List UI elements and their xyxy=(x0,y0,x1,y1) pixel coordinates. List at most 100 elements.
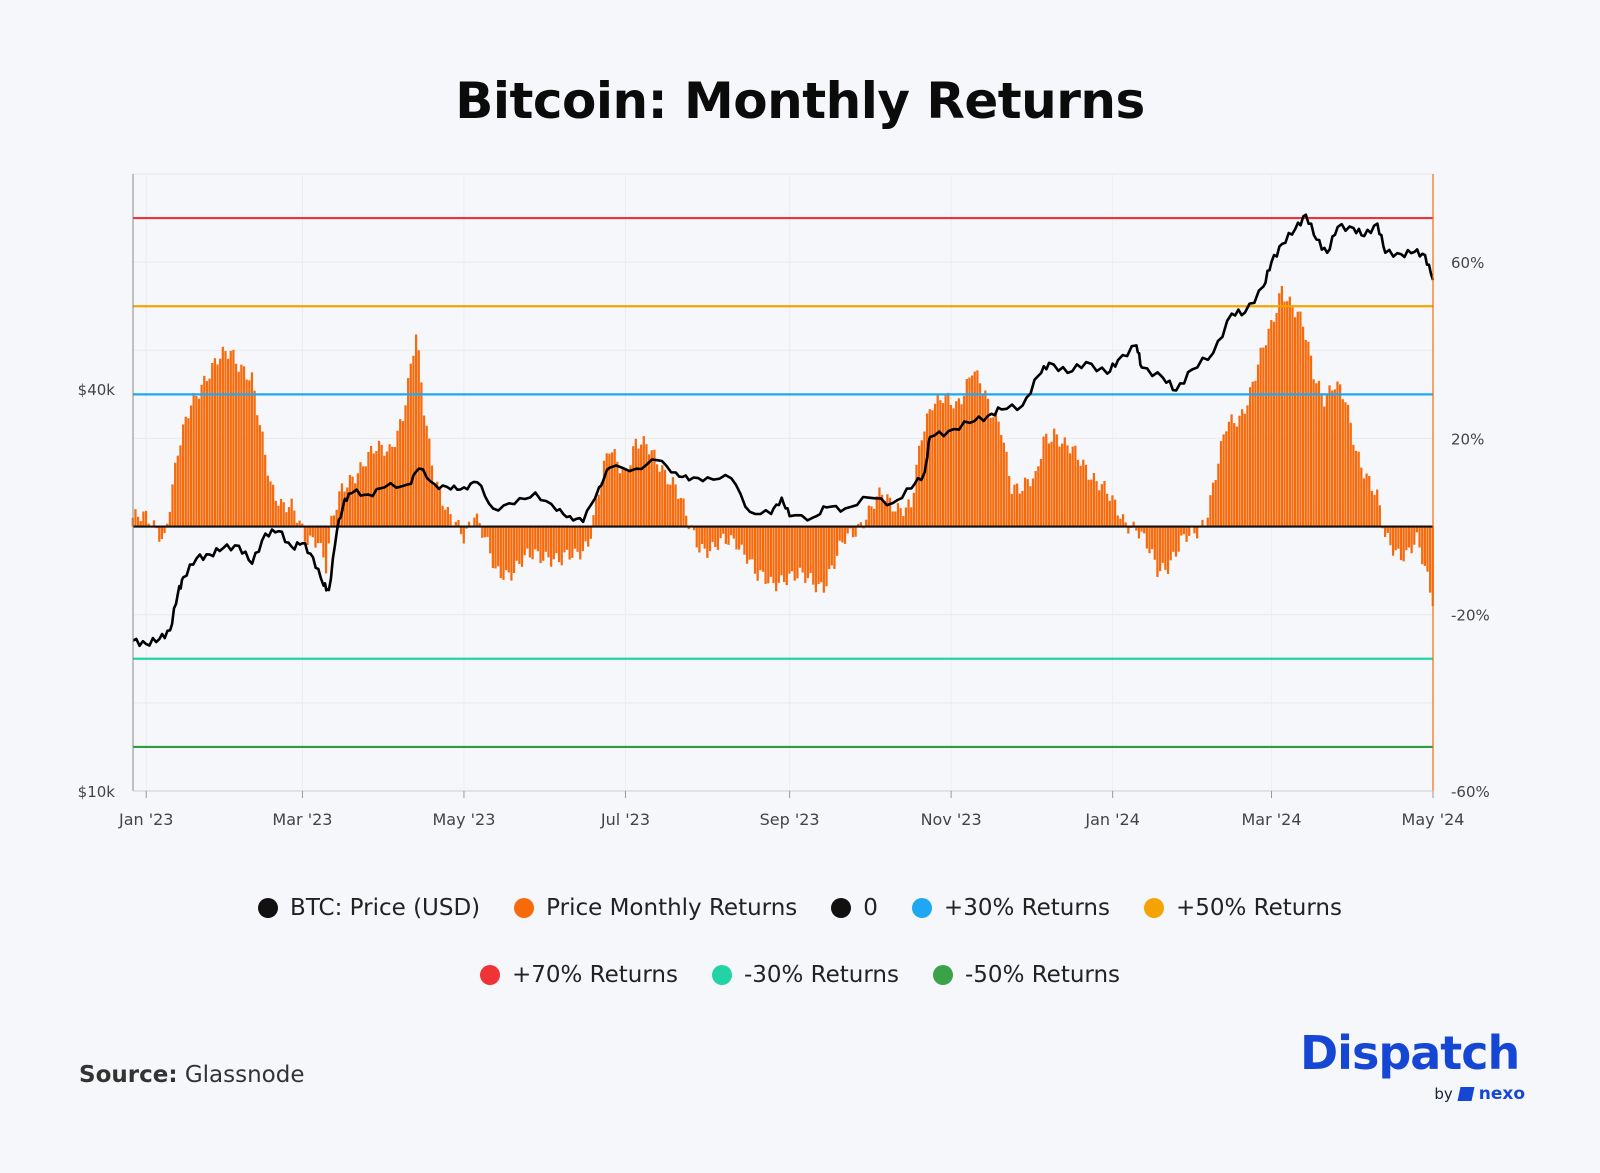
return-bar xyxy=(1283,301,1286,527)
return-bar xyxy=(1074,445,1077,527)
return-bar xyxy=(211,362,214,527)
return-bar xyxy=(409,363,412,527)
return-bar xyxy=(309,526,312,536)
return-bar xyxy=(430,465,434,527)
return-bar xyxy=(624,468,627,527)
return-bar xyxy=(1140,526,1143,532)
return-bar xyxy=(142,511,145,527)
return-bar xyxy=(925,413,929,527)
return-bar xyxy=(1029,486,1032,527)
return-bar xyxy=(203,375,206,527)
return-bar xyxy=(944,394,947,527)
return-bar xyxy=(814,526,818,593)
return-bar xyxy=(1241,409,1244,527)
return-bar xyxy=(438,488,442,527)
return-bar xyxy=(1397,526,1400,549)
return-bar xyxy=(293,510,296,527)
return-bar xyxy=(790,526,794,572)
return-bar xyxy=(184,416,187,527)
return-bar xyxy=(941,403,945,527)
return-bar xyxy=(412,355,415,527)
return-bar xyxy=(955,401,958,527)
return-bar xyxy=(706,526,709,558)
return-bar xyxy=(1124,522,1127,527)
return-bar xyxy=(163,526,166,534)
return-bar xyxy=(1227,421,1231,527)
return-bar xyxy=(915,464,918,527)
legend-dot-icon xyxy=(258,898,279,918)
return-bar xyxy=(1280,286,1284,527)
return-bar xyxy=(510,526,513,581)
return-bar xyxy=(894,511,897,527)
return-bar xyxy=(595,498,598,527)
legend-label: Price Monthly Returns xyxy=(546,895,798,921)
return-bar xyxy=(372,453,375,527)
return-bar xyxy=(399,419,402,527)
return-bar xyxy=(978,383,982,527)
return-bar xyxy=(1418,526,1421,548)
return-bar xyxy=(1320,393,1323,527)
return-bar xyxy=(822,526,825,593)
return-bar xyxy=(1370,490,1374,527)
return-bar xyxy=(759,526,762,571)
return-bar xyxy=(340,483,344,527)
nexo-mark-icon xyxy=(1457,1087,1475,1101)
y-right-tick-label: -60% xyxy=(1451,783,1490,801)
return-bar xyxy=(963,395,966,527)
return-bar xyxy=(1344,402,1347,527)
return-bar xyxy=(1047,443,1051,527)
return-bar xyxy=(311,526,314,538)
return-bar xyxy=(1309,355,1313,527)
return-bar xyxy=(1084,464,1088,527)
x-tick-label: Jul '23 xyxy=(600,810,650,829)
return-bar xyxy=(1103,481,1106,527)
return-bar xyxy=(234,363,238,527)
return-bar xyxy=(396,430,399,527)
return-bar xyxy=(957,398,960,527)
return-bar xyxy=(1251,381,1254,527)
return-bar xyxy=(1259,347,1262,527)
return-bar xyxy=(1362,478,1366,527)
return-bar xyxy=(820,526,823,583)
return-bar xyxy=(743,526,746,555)
return-bar xyxy=(362,466,365,527)
return-bar xyxy=(1092,472,1096,527)
return-bar xyxy=(499,526,502,579)
return-bar xyxy=(1391,526,1395,556)
legend-dot-icon xyxy=(514,898,535,918)
return-bar xyxy=(1394,526,1397,551)
return-bar xyxy=(168,511,171,527)
return-bar xyxy=(1021,490,1024,527)
return-bar xyxy=(1196,526,1199,539)
x-tick-label: May '23 xyxy=(432,810,495,829)
return-bar xyxy=(965,378,968,527)
return-bar xyxy=(187,418,190,527)
return-bar xyxy=(878,487,881,527)
legend-label: +30% Returns xyxy=(943,895,1110,921)
legend-item: +30% Returns xyxy=(911,895,1110,921)
return-bar xyxy=(777,526,780,583)
return-bar xyxy=(785,526,788,586)
axes xyxy=(132,174,1434,792)
return-bar xyxy=(1328,385,1331,527)
return-bar xyxy=(788,526,791,574)
return-bar xyxy=(1389,526,1392,546)
return-bar xyxy=(224,351,227,527)
return-bar xyxy=(767,526,770,584)
return-bar xyxy=(166,523,169,527)
return-bar xyxy=(642,436,645,527)
return-bar xyxy=(748,526,751,560)
return-bar xyxy=(833,526,836,569)
return-bar xyxy=(1248,387,1252,527)
return-bar xyxy=(303,526,307,542)
return-bar xyxy=(478,523,481,527)
return-bar xyxy=(994,411,998,527)
return-bar xyxy=(653,449,656,527)
return-bar xyxy=(512,526,516,574)
return-bar xyxy=(1301,326,1305,527)
return-bar xyxy=(552,526,555,560)
return-bar xyxy=(1267,328,1270,527)
return-bar xyxy=(830,526,833,566)
return-bar xyxy=(859,522,863,527)
return-bar xyxy=(671,477,675,527)
